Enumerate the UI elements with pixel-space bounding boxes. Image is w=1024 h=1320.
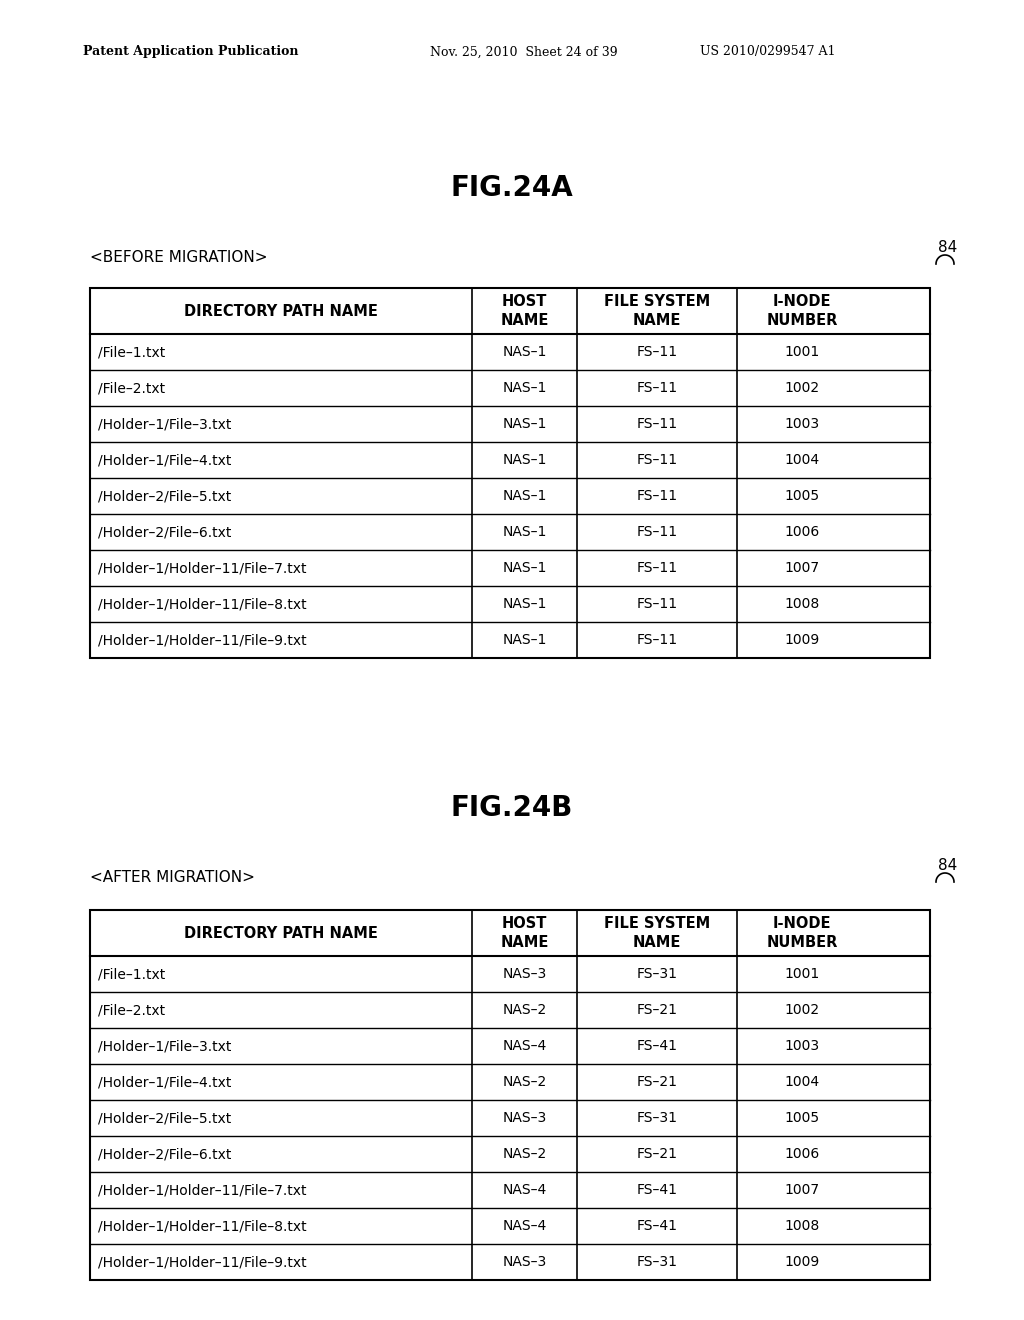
Text: /Holder–1/File–4.txt: /Holder–1/File–4.txt [98,453,231,467]
Text: /Holder–2/File–5.txt: /Holder–2/File–5.txt [98,488,231,503]
Text: FS–31: FS–31 [637,1255,678,1269]
Text: FILE SYSTEM
NAME: FILE SYSTEM NAME [604,916,710,950]
Text: HOST
NAME: HOST NAME [501,294,549,327]
Text: FIG.24B: FIG.24B [451,795,573,822]
Text: 1007: 1007 [784,1183,819,1197]
Text: NAS–1: NAS–1 [503,597,547,611]
Text: FS–21: FS–21 [637,1147,678,1162]
Text: 84: 84 [938,240,957,256]
Text: /Holder–1/File–3.txt: /Holder–1/File–3.txt [98,1039,231,1053]
Text: 1005: 1005 [784,488,819,503]
Text: 1002: 1002 [784,1003,819,1016]
Text: /Holder–1/Holder–11/File–8.txt: /Holder–1/Holder–11/File–8.txt [98,597,306,611]
Text: FS–41: FS–41 [637,1039,678,1053]
Text: 1001: 1001 [784,968,819,981]
Text: FS–11: FS–11 [637,488,678,503]
Text: FS–11: FS–11 [637,597,678,611]
Text: 1004: 1004 [784,1074,819,1089]
Text: FS–31: FS–31 [637,1111,678,1125]
Text: 1001: 1001 [784,345,819,359]
Text: 1007: 1007 [784,561,819,576]
Text: FS–21: FS–21 [637,1003,678,1016]
Text: FS–11: FS–11 [637,417,678,432]
Text: 1002: 1002 [784,381,819,395]
Text: /Holder–1/Holder–11/File–7.txt: /Holder–1/Holder–11/File–7.txt [98,1183,306,1197]
Text: FS–11: FS–11 [637,525,678,539]
Text: /Holder–1/File–4.txt: /Holder–1/File–4.txt [98,1074,231,1089]
Text: Nov. 25, 2010  Sheet 24 of 39: Nov. 25, 2010 Sheet 24 of 39 [430,45,617,58]
Text: /File–2.txt: /File–2.txt [98,1003,165,1016]
Text: FS–11: FS–11 [637,453,678,467]
Text: NAS–1: NAS–1 [503,453,547,467]
Text: FS–41: FS–41 [637,1183,678,1197]
Text: NAS–1: NAS–1 [503,561,547,576]
Text: NAS–3: NAS–3 [503,1255,547,1269]
Text: 1003: 1003 [784,417,819,432]
Text: NAS–1: NAS–1 [503,381,547,395]
Text: I-NODE
NUMBER: I-NODE NUMBER [766,294,838,327]
Text: 1009: 1009 [784,634,819,647]
Text: 1008: 1008 [784,597,819,611]
Text: /Holder–1/Holder–11/File–8.txt: /Holder–1/Holder–11/File–8.txt [98,1218,306,1233]
Text: NAS–4: NAS–4 [503,1218,547,1233]
Text: 1008: 1008 [784,1218,819,1233]
Text: NAS–3: NAS–3 [503,968,547,981]
Text: NAS–2: NAS–2 [503,1003,547,1016]
Text: /File–1.txt: /File–1.txt [98,345,165,359]
Text: <BEFORE MIGRATION>: <BEFORE MIGRATION> [90,251,267,265]
Text: NAS–1: NAS–1 [503,488,547,503]
Text: /Holder–2/File–5.txt: /Holder–2/File–5.txt [98,1111,231,1125]
Text: NAS–2: NAS–2 [503,1147,547,1162]
Text: FS–11: FS–11 [637,345,678,359]
Text: FS–11: FS–11 [637,561,678,576]
Text: /Holder–2/File–6.txt: /Holder–2/File–6.txt [98,1147,231,1162]
Bar [90,909,930,1280]
Text: FIG.24A: FIG.24A [451,174,573,202]
Text: FS–11: FS–11 [637,381,678,395]
Text: 84: 84 [938,858,957,874]
Text: DIRECTORY PATH NAME: DIRECTORY PATH NAME [184,925,378,940]
Text: FS–31: FS–31 [637,968,678,981]
Text: /Holder–1/File–3.txt: /Holder–1/File–3.txt [98,417,231,432]
Text: <AFTER MIGRATION>: <AFTER MIGRATION> [90,870,255,886]
Text: I-NODE
NUMBER: I-NODE NUMBER [766,916,838,950]
Text: 1004: 1004 [784,453,819,467]
Text: NAS–2: NAS–2 [503,1074,547,1089]
Text: 1005: 1005 [784,1111,819,1125]
Text: US 2010/0299547 A1: US 2010/0299547 A1 [700,45,836,58]
Text: DIRECTORY PATH NAME: DIRECTORY PATH NAME [184,304,378,318]
Text: NAS–1: NAS–1 [503,417,547,432]
Text: 1006: 1006 [784,525,819,539]
Text: Patent Application Publication: Patent Application Publication [83,45,299,58]
Text: 1009: 1009 [784,1255,819,1269]
Text: NAS–4: NAS–4 [503,1039,547,1053]
Bar [90,288,930,657]
Text: FILE SYSTEM
NAME: FILE SYSTEM NAME [604,294,710,327]
Text: /File–1.txt: /File–1.txt [98,968,165,981]
Text: /Holder–1/Holder–11/File–7.txt: /Holder–1/Holder–11/File–7.txt [98,561,306,576]
Text: NAS–1: NAS–1 [503,525,547,539]
Text: NAS–3: NAS–3 [503,1111,547,1125]
Text: HOST
NAME: HOST NAME [501,916,549,950]
Text: /Holder–1/Holder–11/File–9.txt: /Holder–1/Holder–11/File–9.txt [98,1255,306,1269]
Text: 1006: 1006 [784,1147,819,1162]
Text: /Holder–1/Holder–11/File–9.txt: /Holder–1/Holder–11/File–9.txt [98,634,306,647]
Text: 1003: 1003 [784,1039,819,1053]
Text: NAS–4: NAS–4 [503,1183,547,1197]
Text: /Holder–2/File–6.txt: /Holder–2/File–6.txt [98,525,231,539]
Text: NAS–1: NAS–1 [503,634,547,647]
Text: /File–2.txt: /File–2.txt [98,381,165,395]
Text: FS–41: FS–41 [637,1218,678,1233]
Text: FS–21: FS–21 [637,1074,678,1089]
Text: FS–11: FS–11 [637,634,678,647]
Text: NAS–1: NAS–1 [503,345,547,359]
